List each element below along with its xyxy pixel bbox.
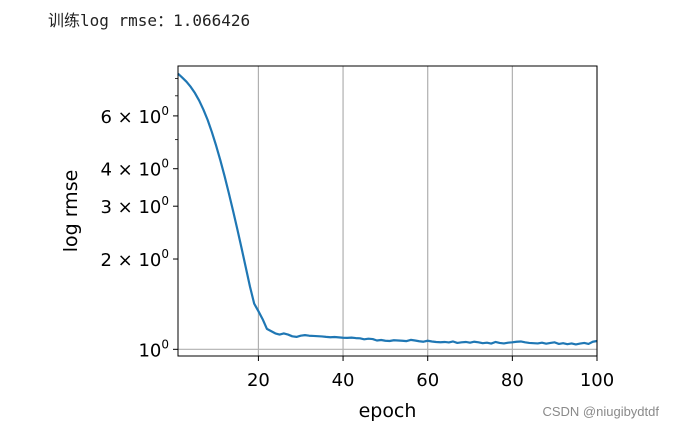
y-tick-label-exponent: 0	[161, 247, 169, 261]
y-tick-label-mantissa: 4 ×	[100, 160, 138, 181]
y-tick-label: 100	[138, 337, 169, 361]
y-tick-label-mantissa: 2 ×	[100, 250, 138, 271]
y-tick-label: 2 × 100	[100, 247, 169, 271]
series-line-log-rmse	[177, 72, 598, 346]
x-axis-ticks: 20 40 60 80 100	[247, 356, 614, 391]
x-tick-label: 20	[247, 370, 270, 391]
grid-lines	[178, 66, 598, 356]
x-axis-label: epoch	[359, 400, 417, 422]
y-tick-label: 4 × 100	[100, 157, 169, 181]
y-tick-label-base: 10	[138, 197, 161, 218]
y-tick-label-base: 10	[138, 340, 161, 361]
y-tick-label-exponent: 0	[161, 194, 169, 208]
y-tick-label-mantissa: 3 ×	[100, 197, 138, 218]
y-tick-label-mantissa: 6 ×	[100, 107, 138, 128]
watermark: CSDN @niugibydtdf	[542, 404, 659, 419]
y-axis-label: log rmse	[60, 170, 82, 253]
plot-frame	[177, 65, 598, 357]
x-tick-label: 100	[580, 370, 614, 391]
y-tick-label-base: 10	[138, 107, 161, 128]
y-tick-label-exponent: 0	[161, 337, 169, 351]
x-tick-label: 40	[332, 370, 355, 391]
y-tick-label-exponent: 0	[161, 104, 169, 118]
y-tick-label-base: 10	[138, 160, 161, 181]
y-tick-label-base: 10	[138, 250, 161, 271]
y-tick-label: 6 × 100	[100, 104, 169, 128]
x-tick-label: 80	[501, 370, 524, 391]
y-tick-label-exponent: 0	[161, 157, 169, 171]
x-tick-label: 60	[416, 370, 439, 391]
training-log-output: 训练log rmse：1.066426	[48, 11, 251, 30]
y-tick-label: 3 × 100	[100, 194, 169, 218]
